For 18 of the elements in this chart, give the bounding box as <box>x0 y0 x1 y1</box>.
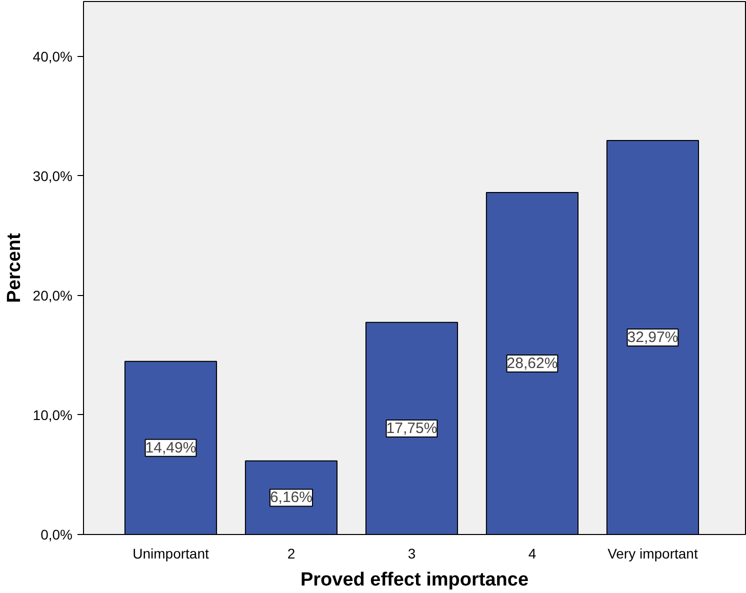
bar <box>244 460 338 534</box>
x-tick-label: 3 <box>408 546 416 562</box>
x-tick-label: 4 <box>528 546 536 562</box>
bar <box>606 140 700 534</box>
y-tick-label: 30,0% <box>32 168 73 184</box>
bar <box>365 322 458 534</box>
y-tick-label: 0,0% <box>40 526 73 542</box>
x-tick-label: Very important <box>608 546 698 562</box>
data-label: 6,16% <box>270 489 313 506</box>
y-tick-label: 40,0% <box>32 48 73 64</box>
y-axis-title: Percent <box>4 232 25 303</box>
x-axis-title: Proved effect importance <box>300 570 529 590</box>
bar <box>486 192 579 534</box>
y-tick-label: 20,0% <box>32 287 73 304</box>
bar <box>124 360 218 534</box>
y-tick-label: 10,0% <box>32 406 73 423</box>
x-tick-label: 2 <box>287 546 296 562</box>
x-tick-label: Unimportant <box>132 546 209 562</box>
